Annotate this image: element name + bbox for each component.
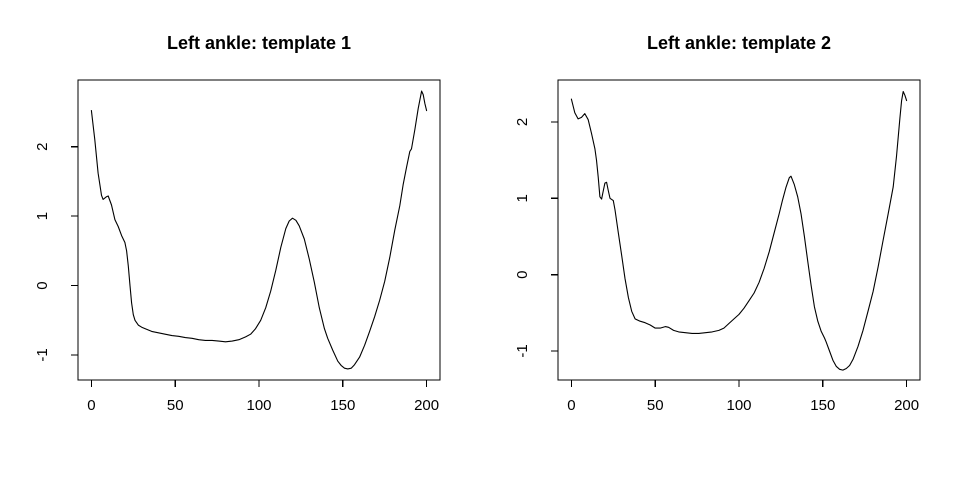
y-tick-label: 0 <box>34 281 51 289</box>
series-line <box>570 90 908 371</box>
chart-left-ankle-template-1: Left ankle: template 1 0 50 100 150 200 -1 0 1… <box>34 33 441 414</box>
x-tick-label: 50 <box>167 397 184 414</box>
x-tick-label: 0 <box>87 397 95 414</box>
y-tick-label: 1 <box>514 194 531 202</box>
series-line <box>90 90 428 370</box>
x-tick-label: 200 <box>414 397 439 414</box>
chart-title: Left ankle: template 2 <box>647 33 831 53</box>
plot-box <box>557 79 921 381</box>
plot-box <box>77 79 441 381</box>
x-tick-label: 0 <box>567 397 575 414</box>
x-axis: 0 50 100 150 200 <box>87 380 439 414</box>
chart-title: Left ankle: template 1 <box>167 33 351 53</box>
panel-left-ankle-template-1: Left ankle: template 1 0 50 100 150 200 -1 0 1… <box>34 33 441 414</box>
y-tick-label: 1 <box>34 212 51 220</box>
y-tick-label: 2 <box>514 118 531 126</box>
panel-left-ankle-template-2: Left ankle: template 2 0 50 100 150 200 -1 0 1… <box>480 0 960 480</box>
x-tick-label: 150 <box>330 397 355 414</box>
x-axis: 0 50 100 150 200 <box>567 380 919 414</box>
x-tick-label: 100 <box>726 397 751 414</box>
x-tick-label: 50 <box>647 397 664 414</box>
y-tick-label: -1 <box>34 348 51 361</box>
y-tick-label: -1 <box>514 344 531 357</box>
y-axis: -1 0 1 2 <box>34 142 78 362</box>
y-tick-label: 0 <box>514 270 531 278</box>
y-tick-label: 2 <box>34 142 51 150</box>
chart-left-ankle-template-2: Left ankle: template 2 0 50 100 150 200 -1 0 1… <box>514 33 921 414</box>
x-tick-label: 200 <box>894 397 919 414</box>
x-tick-label: 100 <box>246 397 271 414</box>
y-axis: -1 0 1 2 <box>514 118 558 358</box>
x-tick-label: 150 <box>810 397 835 414</box>
